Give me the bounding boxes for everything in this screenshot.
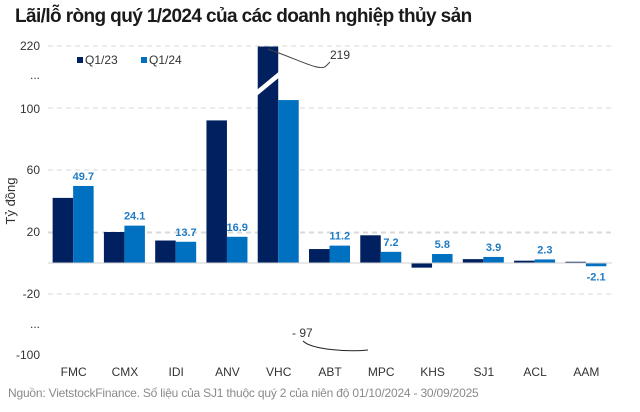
data-label: 2.3 [537, 244, 552, 256]
x-category-label: CMX [112, 365, 139, 379]
callout-line [267, 48, 331, 69]
bar-vhc-q1-24 [278, 100, 299, 263]
bar-idi-q1-23 [155, 240, 176, 263]
data-label: 24.1 [124, 211, 145, 223]
data-label: 5.8 [435, 239, 450, 251]
annotation-vhc: 219 [330, 48, 350, 62]
x-category-label: ACL [523, 365, 547, 379]
chart-title: Lãi/lỗ ròng quý 1/2024 của các doanh ngh… [15, 6, 472, 27]
bar-sj1-q1-24 [483, 256, 504, 263]
data-label: 7.2 [383, 237, 398, 249]
legend-label: Q1/23 [85, 53, 118, 67]
y-tick-label: ... [30, 68, 40, 82]
x-category-label: MPC [368, 365, 395, 379]
callout-line [302, 340, 369, 352]
bar-khs-q1-23 [411, 263, 433, 268]
bar-fmc-q1-23 [52, 197, 74, 263]
bar-abt-q1-23 [309, 249, 330, 263]
bar-acl-q1-23 [514, 260, 535, 263]
bar-cmx-q1-23 [103, 232, 125, 263]
bar-mpc-q1-24 [380, 251, 402, 263]
bar-abt-q1-24 [329, 245, 350, 263]
data-label: 13.7 [175, 227, 196, 239]
x-category-label: KHS [420, 365, 445, 379]
x-category-label: VHC [266, 365, 292, 379]
data-label: 49.7 [73, 171, 94, 183]
y-tick-label: -20 [23, 287, 41, 301]
data-label: -2.1 [587, 271, 606, 283]
bar-aam-q1-24 [585, 263, 607, 267]
bar-anv-q1-24 [226, 236, 248, 263]
data-label: 16.9 [226, 222, 247, 234]
x-category-label: AAM [573, 365, 599, 379]
y-tick-label: 60 [27, 163, 41, 177]
y-tick-label: 100 [20, 102, 40, 116]
x-category-label: ANV [215, 365, 240, 379]
legend-swatch [141, 57, 147, 63]
y-tick-label: 220 [20, 39, 40, 53]
bar-idi-q1-24 [175, 241, 197, 263]
axis-break-marker [256, 71, 280, 96]
legend-label: Q1/24 [149, 53, 182, 67]
x-category-label: ABT [318, 365, 342, 379]
data-label: 11.2 [329, 231, 350, 243]
bar-mpc-q1-23 [360, 235, 381, 263]
y-tick-label: 20 [27, 225, 41, 239]
data-label: 3.9 [486, 242, 501, 254]
legend-swatch [77, 57, 83, 63]
x-category-label: FMC [61, 365, 87, 379]
x-category-label: IDI [169, 365, 184, 379]
y-tick-label: ... [30, 317, 40, 331]
source-note: Nguồn: VietstockFinance. Số liệu của SJ1… [8, 386, 479, 400]
bar-fmc-q1-24 [73, 185, 94, 263]
bar-khs-q1-24 [432, 254, 453, 263]
y-axis-label: Tỷ đồng [3, 178, 18, 225]
annotation-mpc: - 97 [292, 326, 313, 340]
axis-break-marker [359, 313, 383, 338]
x-category-label: SJ1 [473, 365, 494, 379]
bar-anv-q1-23 [206, 120, 227, 264]
y-tick-label: -100 [16, 348, 40, 362]
bar-acl-q1-24 [534, 259, 556, 263]
bar-vhc-q1-23 [257, 46, 279, 264]
bar-sj1-q1-23 [462, 259, 484, 263]
bar-cmx-q1-24 [124, 225, 145, 263]
